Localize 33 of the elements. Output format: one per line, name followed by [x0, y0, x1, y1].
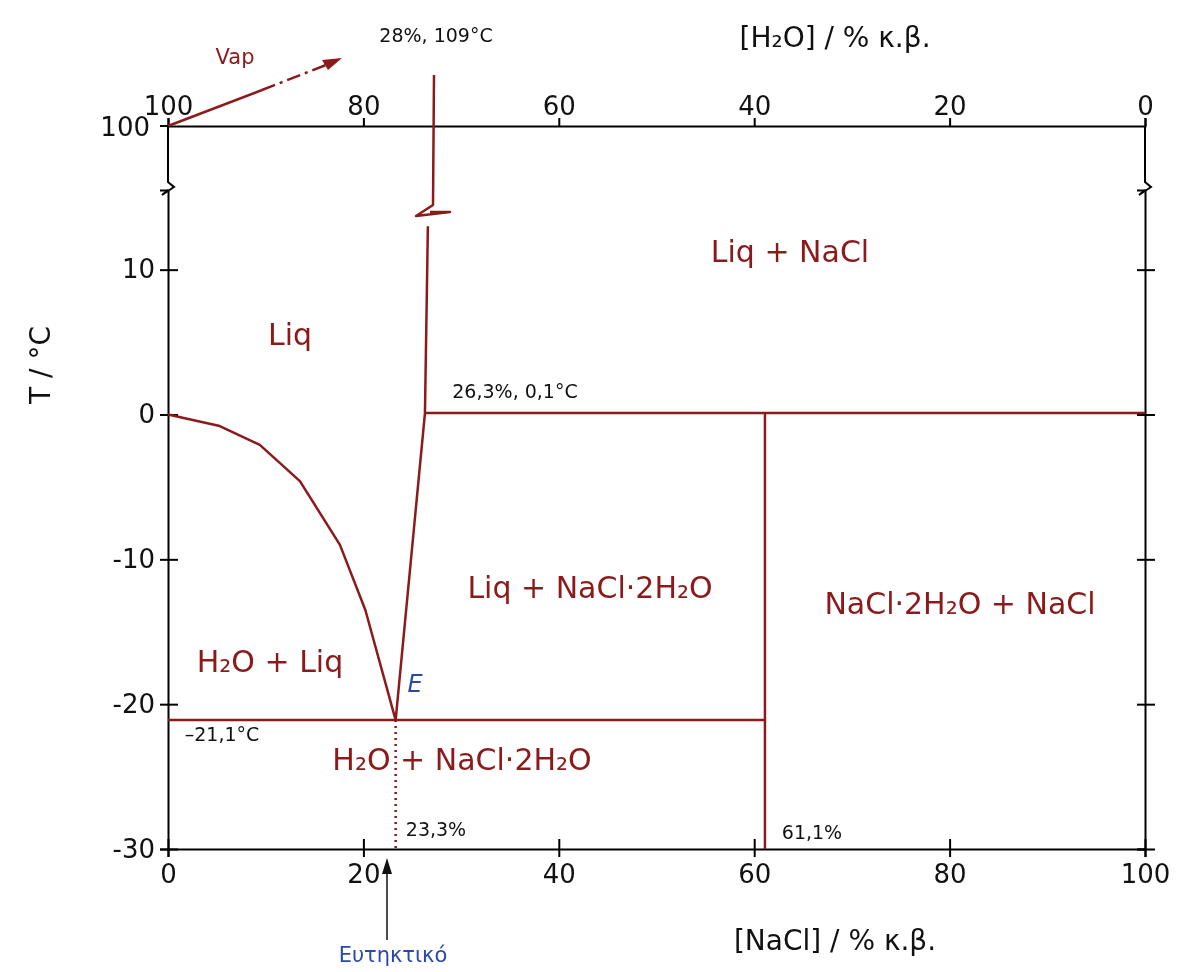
text: Vap — [215, 45, 255, 69]
y-tick-label: -20 — [112, 688, 155, 719]
annotation: 26,3%, 0,1°C — [452, 380, 578, 402]
annotation: 23,3% — [405, 818, 467, 840]
annotation: NaCl·2H₂O + NaCl — [824, 586, 1096, 621]
annotation: 61,1% — [781, 821, 843, 843]
x2-axis-title: [H₂O] / % κ.β. — [739, 21, 931, 54]
y-tick-label: 10 — [121, 254, 155, 285]
annotation: Liq — [267, 317, 313, 352]
x2-tick-label: 0 — [1137, 91, 1154, 121]
annotation: H₂O + Liq — [196, 644, 344, 679]
x2-tick-label: 40 — [738, 91, 772, 121]
x-tick-label: 80 — [933, 859, 967, 890]
y-tick-label: 0 — [138, 399, 155, 430]
annotation: Liq + NaCl·2H₂O — [467, 570, 713, 605]
x-tick-label: 60 — [738, 859, 772, 890]
x2-tick-label: 20 — [933, 91, 967, 121]
y-tick-label: -30 — [112, 833, 155, 864]
x2-tick-label: 60 — [542, 91, 576, 121]
text: Ευτηκτικό — [338, 943, 448, 967]
x2-tick-label: 80 — [347, 91, 381, 121]
annotation: –21,1°C — [184, 723, 260, 745]
x-tick-label: 100 — [1120, 859, 1171, 890]
x-tick-label: 20 — [347, 859, 381, 890]
x-axis-title: [NaCl] / % κ.β. — [733, 924, 937, 957]
x-tick-label: 40 — [542, 859, 576, 890]
y-tick-label: -10 — [112, 544, 155, 575]
x-tick-label: 0 — [160, 859, 177, 890]
text: 28%, 109°C — [379, 24, 493, 46]
annotation: E — [407, 670, 424, 698]
annotation: Liq + NaCl — [710, 234, 870, 269]
y-axis-title: T / °C — [24, 326, 57, 405]
annotation: H₂O + NaCl·2H₂O — [332, 742, 592, 777]
